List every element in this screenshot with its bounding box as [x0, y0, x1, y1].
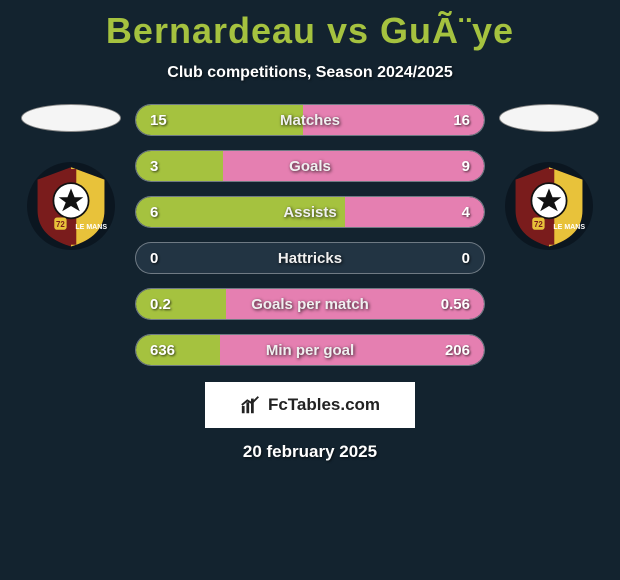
svg-text:72: 72: [534, 220, 543, 229]
stat-row: 0.20.56Goals per match: [135, 288, 485, 320]
player-left-avatar: [21, 104, 121, 132]
stat-label: Matches: [136, 112, 484, 129]
club-badge-left: 72 LE MANS: [27, 162, 115, 250]
svg-text:LE MANS: LE MANS: [75, 224, 107, 231]
stats-bars: 1516Matches 39Goals 64Assists 00Hattricks 0.…: [135, 104, 485, 366]
source-badge-text: FcTables.com: [268, 395, 380, 415]
stat-row: 64Assists: [135, 196, 485, 228]
chart-icon: [240, 394, 262, 416]
lemans-crest-icon: 72 LE MANS: [27, 162, 115, 250]
club-badge-right: 72 LE MANS: [505, 162, 593, 250]
right-side: 72 LE MANS: [499, 104, 599, 250]
stat-row: 00Hattricks: [135, 242, 485, 274]
stat-row: 1516Matches: [135, 104, 485, 136]
left-side: 72 LE MANS: [21, 104, 121, 250]
source-badge[interactable]: FcTables.com: [205, 382, 415, 428]
date-line: 20 february 2025: [0, 442, 620, 462]
stat-label: Goals: [136, 158, 484, 175]
subtitle: Club competitions, Season 2024/2025: [0, 64, 620, 82]
stat-row: 39Goals: [135, 150, 485, 182]
stat-label: Min per goal: [136, 342, 484, 359]
svg-text:LE MANS: LE MANS: [553, 224, 585, 231]
stat-row: 636206Min per goal: [135, 334, 485, 366]
stat-label: Assists: [136, 204, 484, 221]
player-right-avatar: [499, 104, 599, 132]
svg-text:72: 72: [56, 220, 65, 229]
stat-label: Goals per match: [136, 296, 484, 313]
comparison-container: 72 LE MANS 1516Matches 39Goals 64Assists 00…: [0, 104, 620, 366]
stat-label: Hattricks: [136, 250, 484, 267]
page-title: Bernardeau vs GuÃ¨ye: [0, 0, 620, 52]
lemans-crest-icon: 72 LE MANS: [505, 162, 593, 250]
